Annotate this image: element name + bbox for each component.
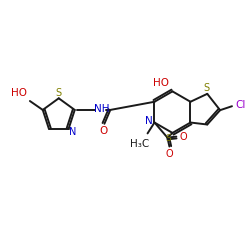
Text: HO: HO (152, 78, 168, 88)
Text: N: N (69, 127, 76, 137)
Text: O: O (99, 126, 108, 136)
Text: H₃C: H₃C (130, 139, 149, 149)
Text: S: S (56, 88, 62, 98)
Text: O: O (180, 132, 187, 141)
Text: HO: HO (11, 88, 27, 98)
Text: Cl: Cl (236, 100, 246, 110)
Text: O: O (166, 150, 173, 160)
Text: S: S (203, 83, 209, 93)
Text: N: N (145, 116, 152, 126)
Text: S: S (166, 134, 171, 143)
Text: NH: NH (94, 104, 109, 114)
